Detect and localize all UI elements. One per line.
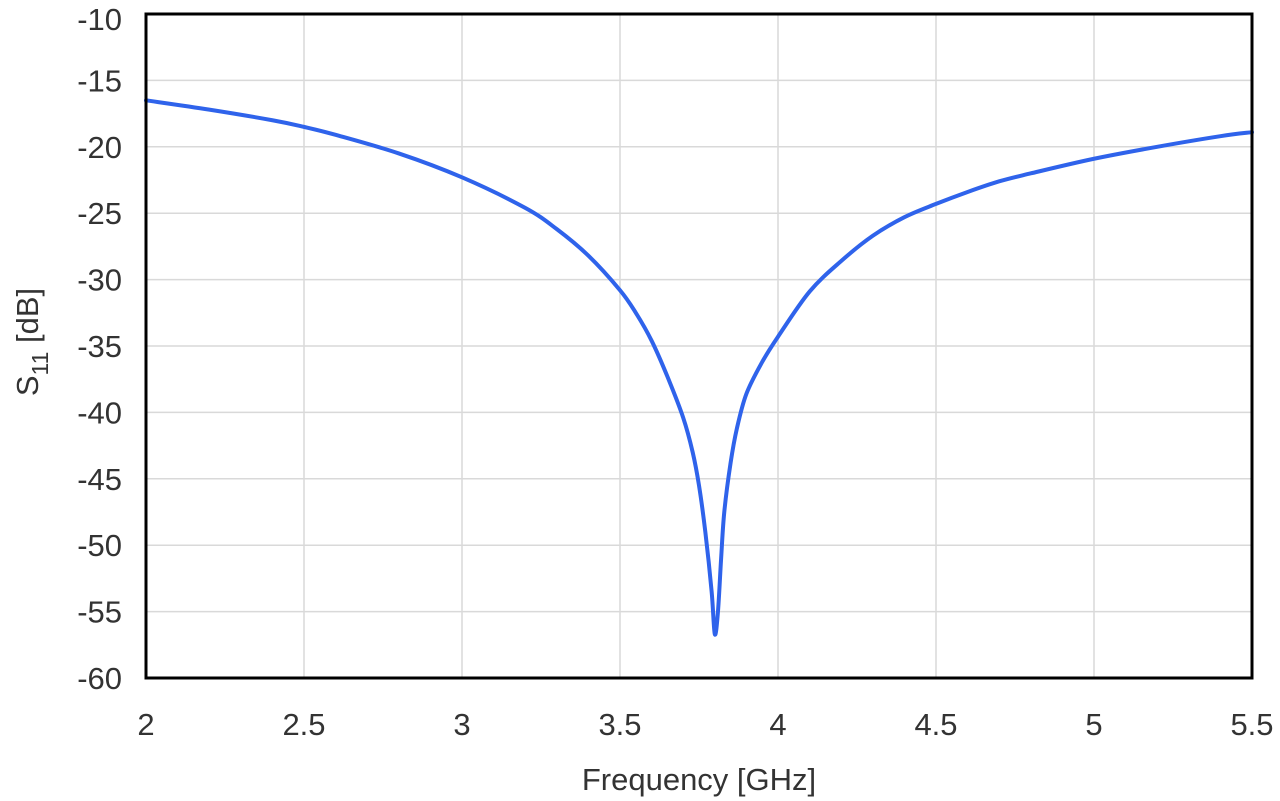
y-tick-label: -30 xyxy=(77,263,122,298)
x-tick-label: 3.5 xyxy=(598,707,641,742)
y-axis-title-main: S xyxy=(10,375,45,396)
y-tick-label: -50 xyxy=(77,528,122,563)
x-axis-title: Frequency [GHz] xyxy=(582,762,816,797)
series-line-s11 xyxy=(144,98,1254,637)
y-tick-label: -35 xyxy=(77,329,122,364)
y-tick-label: -40 xyxy=(77,395,122,430)
y-tick-label: -45 xyxy=(77,462,122,497)
y-tick-labels: -10 -15 -20 -25 -30 -35 -40 -45 -50 -55 -60 xyxy=(77,2,122,696)
y-tick-label: -15 xyxy=(77,63,122,98)
x-tick-label: 3 xyxy=(453,707,470,742)
x-tick-label: 5.5 xyxy=(1230,707,1273,742)
y-tick-label: -25 xyxy=(77,196,122,231)
grid-lines xyxy=(146,14,1252,678)
x-tick-label: 2 xyxy=(137,707,154,742)
x-tick-label: 4 xyxy=(769,707,786,742)
y-tick-label: -60 xyxy=(77,661,122,696)
y-axis-title-subscript: 11 xyxy=(27,352,53,376)
y-axis-title: S11 [dB] xyxy=(10,288,53,396)
y-tick-label: -55 xyxy=(77,595,122,630)
y-tick-label: -20 xyxy=(77,130,122,165)
y-axis-title-unit: [dB] xyxy=(10,288,45,352)
x-tick-label: 5 xyxy=(1085,707,1102,742)
plot-frame xyxy=(144,12,1254,680)
x-tick-labels: 2 2.5 3 3.5 4 4.5 5 5.5 xyxy=(137,707,1273,742)
x-tick-label: 2.5 xyxy=(282,707,325,742)
y-tick-label: -10 xyxy=(77,2,122,37)
x-tick-label: 4.5 xyxy=(914,707,957,742)
